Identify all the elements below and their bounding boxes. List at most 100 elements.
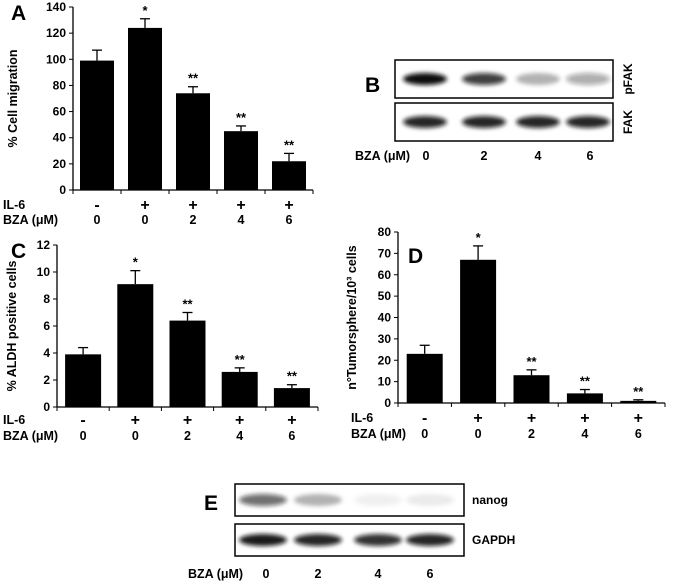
blot-lane-label: 4 <box>375 567 382 581</box>
y-tick-label: 0 <box>384 396 391 410</box>
blot-band <box>403 116 447 128</box>
blot-band <box>406 534 454 546</box>
bza-dose-label: 2 <box>190 213 197 227</box>
significance-label: ** <box>235 352 246 367</box>
y-tick-label: 80 <box>53 78 67 92</box>
il6-condition-label: + <box>131 412 140 429</box>
blot-band <box>239 494 287 506</box>
il6-row-label: IL-6 <box>351 411 373 425</box>
il6-condition-label: + <box>284 197 293 214</box>
y-tick-label: 70 <box>378 246 392 260</box>
bar <box>224 131 258 190</box>
bar <box>65 354 102 407</box>
y-tick-label: 20 <box>53 157 67 171</box>
y-tick-label: 60 <box>378 268 392 282</box>
y-tick-label: 30 <box>378 332 392 346</box>
panel-label: E <box>204 492 218 515</box>
bar <box>176 93 210 190</box>
il6-condition-label: + <box>287 412 296 429</box>
blot-lane-label: 0 <box>423 149 430 163</box>
bza-row-label: BZA (μM) <box>3 213 58 227</box>
il6-condition-label: + <box>140 197 149 214</box>
bar <box>273 388 310 407</box>
bar <box>566 393 603 403</box>
bar <box>169 320 206 407</box>
significance-label: * <box>133 255 139 270</box>
panel-label: B <box>365 74 380 97</box>
y-tick-label: 10 <box>37 265 51 279</box>
blot-lane-label: 2 <box>315 567 322 581</box>
y-tick-label: 40 <box>378 311 392 325</box>
y-tick-label: 60 <box>53 105 67 119</box>
blot-band <box>516 73 560 85</box>
bza-dose-label: 6 <box>286 213 293 227</box>
bza-dose-label: 6 <box>288 429 295 443</box>
blot-band <box>403 73 447 85</box>
blot-row-label: FAK <box>621 110 635 134</box>
blot-lane-label: 0 <box>263 567 270 581</box>
bza-row-label: BZA (μM) <box>3 429 58 443</box>
y-tick-label: 40 <box>53 131 67 145</box>
significance-label: ** <box>287 369 298 384</box>
blot-band <box>294 494 342 506</box>
bza-dose-label: 2 <box>184 429 191 443</box>
blot-axis-label: BZA (μM) <box>355 149 410 163</box>
y-tick-label: 50 <box>378 289 392 303</box>
blot-lane-label: 6 <box>587 149 594 163</box>
significance-label: ** <box>526 354 537 369</box>
bza-row-label: BZA (μM) <box>351 427 406 441</box>
il6-condition-label: + <box>236 197 245 214</box>
blot-row-label: pFAK <box>621 63 635 95</box>
blot-band <box>566 116 610 128</box>
blot-band <box>354 534 402 546</box>
significance-label: * <box>476 230 482 245</box>
bza-dose-label: 0 <box>132 429 139 443</box>
bza-dose-label: 0 <box>80 429 87 443</box>
il6-condition-label: - <box>80 412 85 429</box>
il6-condition-label: - <box>422 410 427 427</box>
blot-lane-label: 2 <box>481 149 488 163</box>
y-tick-label: 6 <box>43 319 50 333</box>
il6-condition-label: + <box>473 410 482 427</box>
il6-condition-label: + <box>580 410 589 427</box>
bar <box>406 353 443 403</box>
il6-condition-label: + <box>527 410 536 427</box>
blot-band <box>566 73 610 85</box>
y-tick-label: 2 <box>43 373 50 387</box>
y-tick-label: 100 <box>46 52 66 66</box>
bar <box>117 284 154 407</box>
y-tick-label: 10 <box>378 375 392 389</box>
il6-condition-label: + <box>235 412 244 429</box>
blot-row-label: GAPDH <box>472 533 515 547</box>
panel-label: A <box>11 2 26 25</box>
y-tick-label: 8 <box>43 292 50 306</box>
blot-band <box>462 73 506 85</box>
bar <box>620 400 657 403</box>
bza-dose-label: 0 <box>94 213 101 227</box>
y-axis-label: % Cell migration <box>6 50 20 148</box>
bza-dose-label: 0 <box>142 213 149 227</box>
blot-lane-label: 6 <box>427 567 434 581</box>
y-tick-label: 0 <box>43 400 50 414</box>
bza-dose-label: 4 <box>581 427 588 441</box>
blot-band <box>354 494 402 506</box>
y-tick-label: 20 <box>378 353 392 367</box>
y-tick-label: 12 <box>37 238 51 252</box>
il6-condition-label: - <box>94 197 99 214</box>
significance-label: ** <box>182 297 193 312</box>
blot-row-label: nanog <box>472 493 508 507</box>
y-tick-label: 140 <box>46 0 66 14</box>
il6-condition-label: + <box>183 412 192 429</box>
y-axis-label: n°Tumorsphere/10³ cells <box>345 245 359 389</box>
significance-label: ** <box>188 71 199 86</box>
y-tick-label: 120 <box>46 26 66 40</box>
blot-band <box>239 534 287 546</box>
y-tick-label: 4 <box>43 346 50 360</box>
significance-label: ** <box>236 110 247 125</box>
bar <box>80 60 114 190</box>
significance-label: ** <box>633 384 644 399</box>
